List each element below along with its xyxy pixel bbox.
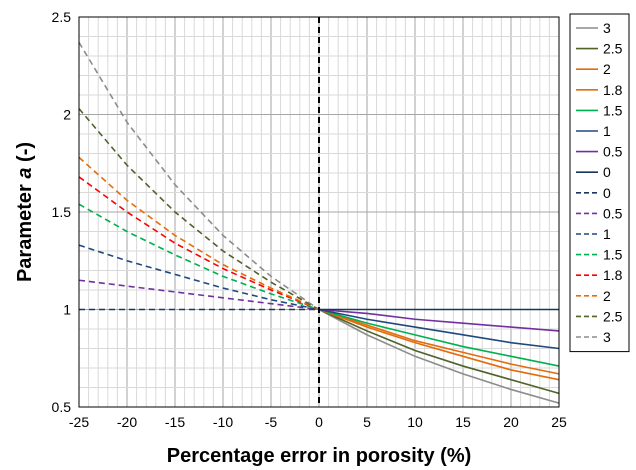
legend-label: 2 [603, 288, 611, 304]
series-line-3 [318, 308, 560, 404]
legend-label: 3 [603, 20, 611, 36]
series-line-dashed-1 [78, 244, 320, 311]
legend: 3 2.5 2 1.8 1.5 1 0.5 0 0 0.5 1 1.5 1.8 2 2.5 3 [569, 13, 630, 353]
x-tick-label: 15 [455, 414, 471, 430]
y-tick-label: 2.5 [52, 9, 72, 25]
legend-label: 1.5 [603, 102, 623, 118]
legend-label: 1.5 [603, 247, 623, 263]
x-tick-label: 10 [407, 414, 423, 430]
legend-label: 1.8 [603, 82, 623, 98]
x-tick-label: -10 [213, 414, 233, 430]
series-line-dashed-1.8 [78, 176, 320, 311]
y-axis-title: Parameter a (-) [14, 142, 36, 282]
series-layer [78, 17, 560, 407]
y-tick-label: 1.5 [52, 204, 72, 220]
x-tick-label: 25 [551, 414, 567, 430]
series-line-2 [318, 308, 560, 381]
x-tick-label: -5 [265, 414, 278, 430]
series-line-1.8 [318, 308, 560, 375]
series-line-dashed-0.5 [78, 279, 320, 311]
x-tick-label: -25 [69, 414, 89, 430]
series-line-dashed-3 [78, 41, 320, 311]
x-tick-label: -20 [117, 414, 137, 430]
legend-label: 2 [603, 61, 611, 77]
legend-label: 0 [603, 164, 611, 180]
y-tick-label: 2 [63, 107, 71, 123]
legend-label: 3 [603, 329, 611, 345]
plot-area [78, 16, 560, 408]
y-tick-label: 1 [63, 302, 71, 318]
legend-label: 0.5 [603, 205, 623, 221]
series-line-dashed-2 [78, 156, 320, 311]
x-tick-label: -15 [165, 414, 185, 430]
legend-label: 1 [603, 123, 611, 139]
legend-label: 0 [603, 185, 611, 201]
y-tick-label: 0.5 [52, 399, 72, 415]
legend-label: 1 [603, 226, 611, 242]
legend-label: 0.5 [603, 144, 623, 160]
y-axis-title-unit: (-) [14, 142, 36, 168]
y-axis-title-symbol: a [14, 168, 36, 179]
legend-label: 1.8 [603, 267, 623, 283]
legend-box [569, 13, 630, 353]
legend-label: 2.5 [603, 308, 623, 324]
series-line-dashed-1.5 [78, 203, 320, 311]
x-tick-label: 5 [363, 414, 371, 430]
x-axis-title: Percentage error in porosity (%) [167, 445, 472, 467]
x-tick-label: 20 [503, 414, 519, 430]
series-line-1 [318, 308, 560, 350]
legend-label: 2.5 [603, 41, 623, 57]
tick-labels: -25 -20 -15 -10 -5 0 5 10 15 20 25 0.5 1 1.5 2 2.5 [52, 9, 567, 430]
series-line-2.5 [318, 308, 560, 395]
x-tick-label: 0 [315, 414, 323, 430]
y-axis-title-prefix: Parameter [14, 179, 36, 282]
series-line-dashed-2.5 [78, 108, 320, 311]
series-line-0.5 [318, 308, 560, 332]
series-line-1.5 [318, 308, 560, 367]
